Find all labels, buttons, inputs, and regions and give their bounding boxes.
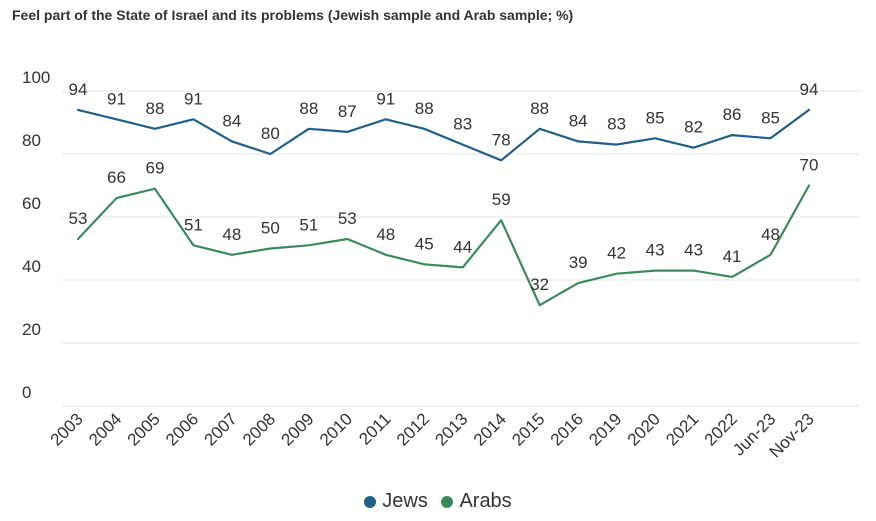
y-tick-label: 0 xyxy=(22,383,31,402)
data-label: 48 xyxy=(376,225,395,244)
y-tick-label: 20 xyxy=(22,320,41,339)
data-label: 83 xyxy=(453,115,472,134)
x-tick-label: 2020 xyxy=(624,409,664,449)
x-tick-label: 2007 xyxy=(201,409,241,449)
data-label: 78 xyxy=(492,130,511,149)
data-label: 88 xyxy=(415,99,434,118)
data-label: 88 xyxy=(530,99,549,118)
legend-item-arabs[interactable]: Arabs xyxy=(441,490,512,513)
x-tick-label: 2014 xyxy=(470,409,510,449)
data-label: 59 xyxy=(492,190,511,209)
data-label: 43 xyxy=(684,241,703,260)
data-label: 94 xyxy=(800,80,819,99)
data-label: 43 xyxy=(646,241,665,260)
data-label: 86 xyxy=(723,105,742,124)
data-label: 50 xyxy=(261,219,280,238)
data-label: 91 xyxy=(107,89,126,108)
data-label: 91 xyxy=(184,89,203,108)
data-label: 88 xyxy=(145,99,164,118)
series-line-jews xyxy=(76,108,811,162)
x-tick-label: 2004 xyxy=(85,409,125,449)
data-label: 84 xyxy=(569,111,588,130)
data-label: 88 xyxy=(299,99,318,118)
data-label: 83 xyxy=(607,115,626,134)
x-tick-label: 2009 xyxy=(277,409,317,449)
data-label: 53 xyxy=(69,209,88,228)
x-tick-label: 2013 xyxy=(431,409,471,449)
x-tick-label: 2019 xyxy=(585,409,625,449)
data-label: 45 xyxy=(415,234,434,253)
data-label: 70 xyxy=(800,156,819,175)
data-label: 48 xyxy=(222,225,241,244)
x-tick-label: 2011 xyxy=(355,409,394,448)
y-tick-label: 100 xyxy=(22,68,50,87)
data-label: 53 xyxy=(338,209,357,228)
data-label: 48 xyxy=(761,225,780,244)
x-tick-label: 2015 xyxy=(508,409,548,449)
x-tick-label: 2021 xyxy=(662,409,702,449)
x-tick-label: 2006 xyxy=(162,409,202,449)
data-label: 51 xyxy=(184,215,203,234)
legend-label-arabs: Arabs xyxy=(459,490,512,512)
x-tick-label: 2008 xyxy=(239,409,279,449)
data-label: 80 xyxy=(261,124,280,143)
x-tick-label: 2005 xyxy=(124,409,164,449)
data-label: 44 xyxy=(453,237,472,256)
data-label: 82 xyxy=(684,118,703,137)
data-label: 85 xyxy=(646,108,665,127)
x-tick-label: 2003 xyxy=(47,409,87,449)
x-tick-label: 2016 xyxy=(547,409,587,449)
x-tick-label: 2012 xyxy=(393,409,433,449)
legend: Jews Arabs xyxy=(0,490,876,514)
legend-marker-arabs xyxy=(441,495,454,508)
legend-marker-jews xyxy=(364,495,377,508)
y-tick-label: 80 xyxy=(22,131,41,150)
data-label: 85 xyxy=(761,108,780,127)
y-tick-label: 60 xyxy=(22,194,41,213)
data-label: 69 xyxy=(145,159,164,178)
data-label: 42 xyxy=(607,244,626,263)
series-line-arabs xyxy=(76,184,811,307)
data-label: 32 xyxy=(530,275,549,294)
data-label: 39 xyxy=(569,253,588,272)
chart-title: Feel part of the State of Israel and its… xyxy=(12,7,574,23)
data-label: 84 xyxy=(222,111,241,130)
x-tick-label: 2010 xyxy=(316,409,356,449)
legend-item-jews[interactable]: Jews xyxy=(364,490,428,513)
data-label: 66 xyxy=(107,168,126,187)
data-label: 41 xyxy=(723,247,742,266)
data-label: 51 xyxy=(299,215,318,234)
data-label: 87 xyxy=(338,102,357,121)
legend-label-jews: Jews xyxy=(382,490,428,512)
data-label: 94 xyxy=(69,80,88,99)
y-tick-label: 40 xyxy=(22,257,41,276)
data-label: 91 xyxy=(376,89,395,108)
